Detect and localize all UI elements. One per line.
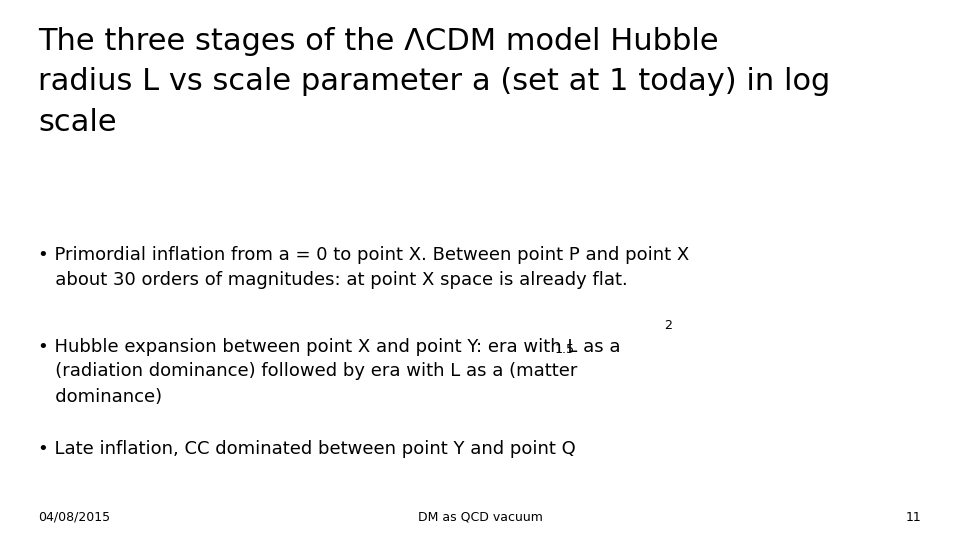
Text: 2: 2 (664, 319, 672, 332)
Text: • Primordial inflation from a = 0 to point X. Between point P and point X
   abo: • Primordial inflation from a = 0 to poi… (38, 246, 689, 289)
Text: 04/08/2015: 04/08/2015 (38, 511, 110, 524)
Text: 11: 11 (906, 511, 922, 524)
Text: • Late inflation, CC dominated between point Y and point Q: • Late inflation, CC dominated between p… (38, 440, 576, 458)
Text: The three stages of the ΛCDM model Hubble
radius L vs scale parameter a (set at : The three stages of the ΛCDM model Hubbl… (38, 27, 830, 137)
Text: 1.5: 1.5 (555, 343, 575, 356)
Text: • Hubble expansion between point X and point Y: era with L as a
   (radiation do: • Hubble expansion between point X and p… (38, 338, 621, 406)
Text: DM as QCD vacuum: DM as QCD vacuum (418, 511, 542, 524)
